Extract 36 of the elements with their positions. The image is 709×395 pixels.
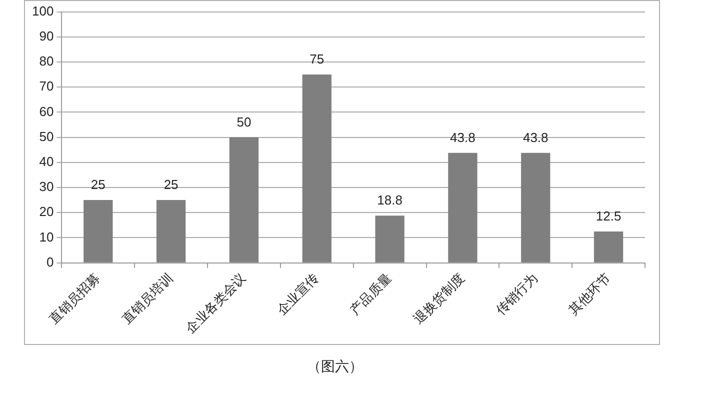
y-tick-label: 40	[39, 154, 54, 169]
x-tick-label: 传销行为	[492, 270, 540, 318]
x-tick-label: 企业各类会议	[182, 270, 249, 336]
bar	[229, 137, 259, 262]
y-tick-label: 70	[39, 78, 54, 94]
y-tick-label: 30	[39, 179, 54, 194]
bar	[594, 231, 624, 262]
bar	[448, 152, 478, 262]
text: （图六）	[306, 358, 364, 376]
x-tick-label: 企业宣传	[274, 270, 322, 318]
x-tick-label: 退换货制度	[410, 270, 468, 327]
bar	[302, 74, 332, 262]
bar	[521, 152, 550, 262]
y-tick-label: 90	[39, 28, 54, 44]
y-tick-label: 20	[39, 204, 54, 220]
data-label: 43.8	[522, 130, 548, 145]
y-tick-label: 100	[32, 3, 54, 18]
data-label: 25	[164, 177, 178, 192]
data-label: 50	[236, 114, 252, 130]
data-label: 18.8	[377, 192, 402, 208]
data-label: 12.5	[596, 208, 622, 224]
y-tick-label: 80	[39, 54, 54, 69]
y-tick-label: 60	[39, 104, 54, 119]
x-tick-label: 直销员培训	[119, 270, 176, 327]
data-label: 25	[90, 177, 106, 192]
data-label: 43.8	[450, 130, 476, 145]
bar	[156, 200, 186, 262]
bar	[84, 200, 113, 262]
x-tick-label: 直销员招募	[46, 270, 103, 327]
x-tick-label: 产品质量	[346, 270, 394, 318]
bar	[375, 216, 404, 262]
y-tick-label: 10	[39, 229, 54, 244]
x-tick-label: 其他环节	[566, 270, 614, 318]
y-tick-label: 0	[46, 254, 54, 270]
data-label: 75	[310, 52, 324, 67]
y-tick-label: 50	[39, 128, 54, 144]
